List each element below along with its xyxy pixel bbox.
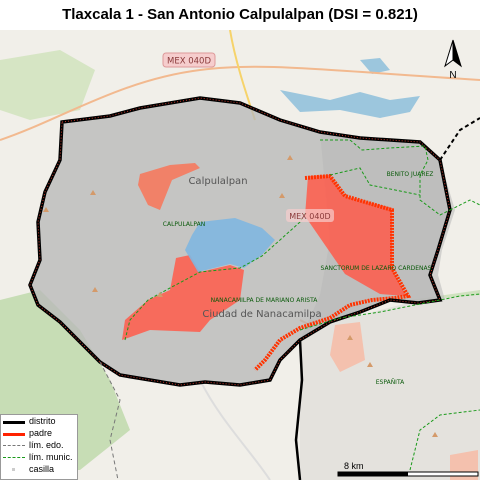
road-badge-mid: MEX 040D bbox=[289, 212, 330, 221]
legend-item-lim-munic: lím. munic. bbox=[3, 452, 77, 463]
town-label-ciudad-nanacamilpa: Ciudad de Nanacamilpa bbox=[202, 309, 321, 320]
terrain-marker bbox=[432, 432, 438, 437]
municipal-boundary-center bbox=[329, 167, 421, 196]
legend-label-casilla: casilla bbox=[29, 464, 55, 474]
road-northwest bbox=[0, 65, 480, 141]
legend-item-distrito: distrito bbox=[3, 416, 77, 427]
muni-label-sanctorum: SANCTORUM DE LAZARO CARDENAS bbox=[321, 265, 432, 272]
terrain-marker bbox=[92, 287, 98, 292]
state-boundary-southwest bbox=[99, 361, 121, 480]
legend-item-lim-edo: lím. edo. bbox=[3, 440, 77, 451]
road-south bbox=[199, 379, 271, 480]
muni-label-benito-juarez: BENITO JUAREZ bbox=[387, 171, 434, 178]
terrain-marker bbox=[43, 207, 49, 212]
parent-area-nanacamilpa bbox=[122, 255, 244, 340]
terrain-markers bbox=[43, 155, 438, 437]
legend-label-lim-edo: lím. edo. bbox=[29, 440, 64, 450]
municipal-boundary-southeast bbox=[409, 409, 480, 471]
highlighted-area-blue bbox=[185, 218, 275, 272]
legend-label-distrito: distrito bbox=[29, 416, 56, 426]
terrain-marker bbox=[367, 362, 373, 367]
municipal-boundary-east bbox=[449, 199, 480, 211]
legend-swatch-casilla bbox=[12, 468, 15, 471]
state-boundary-south bbox=[294, 339, 304, 480]
north-arrow-right bbox=[452, 39, 462, 68]
muni-label-nanacamilpa: NANACAMILPA DE MARIANO ARISTA bbox=[211, 297, 319, 304]
legend-label-padre: padre bbox=[29, 428, 53, 438]
parent-boundary bbox=[253, 173, 412, 372]
water-body-north bbox=[280, 90, 420, 118]
legend-item-casilla: casilla bbox=[3, 464, 77, 475]
district-outline-inner bbox=[29, 97, 451, 386]
map-title: Tlaxcala 1 - San Antonio Calpulalpan (DS… bbox=[0, 0, 480, 30]
north-arrow-left bbox=[444, 39, 454, 68]
state-boundary-east bbox=[439, 117, 480, 161]
north-label: N bbox=[449, 70, 456, 81]
muni-label-calpulalpan: CALPULALPAN bbox=[163, 221, 205, 228]
parent-area-sanctorum bbox=[305, 175, 406, 296]
terrain-marker bbox=[287, 155, 293, 160]
municipal-boundary-south bbox=[299, 293, 480, 331]
scale-label: 8 km bbox=[344, 461, 364, 471]
terrain-marker bbox=[90, 190, 96, 195]
terrain-marker bbox=[347, 335, 353, 340]
road-badge-mid-bg bbox=[286, 209, 334, 222]
map-canvas: MEX 040D MEX 040D Calpulalpan Ciudad de … bbox=[0, 30, 480, 480]
terrain-marker bbox=[279, 193, 285, 198]
scale-bar: 8 km bbox=[337, 461, 479, 477]
parent-area-northwest bbox=[138, 163, 200, 210]
muni-label-espanita: ESPAÑITA bbox=[376, 379, 405, 386]
legend-swatch-padre bbox=[3, 433, 25, 436]
legend-item-padre: padre bbox=[3, 428, 77, 439]
legend-swatch-lim-edo bbox=[3, 445, 25, 446]
road-badge-top-bg bbox=[162, 52, 216, 68]
terrain-marker bbox=[157, 292, 163, 297]
pink-area-south bbox=[330, 322, 365, 372]
road-badge-top: MEX 040D bbox=[167, 57, 211, 67]
legend-swatch-lim-munic bbox=[3, 457, 25, 458]
municipal-boundary-nanacamilpa bbox=[124, 211, 307, 341]
legend: distrito padre lím. edo. lím. munic. cas… bbox=[0, 414, 78, 480]
green-area-northwest bbox=[0, 50, 95, 120]
legend-label-lim-munic: lím. munic. bbox=[29, 452, 73, 462]
legend-swatch-distrito bbox=[3, 421, 25, 424]
municipal-boundary-benito bbox=[320, 139, 451, 216]
north-arrow: N bbox=[444, 39, 462, 81]
town-label-calpulalpan: Calpulalpan bbox=[188, 176, 247, 187]
scale-bar-segment-fill bbox=[338, 472, 408, 476]
water-body-northeast bbox=[360, 58, 390, 74]
